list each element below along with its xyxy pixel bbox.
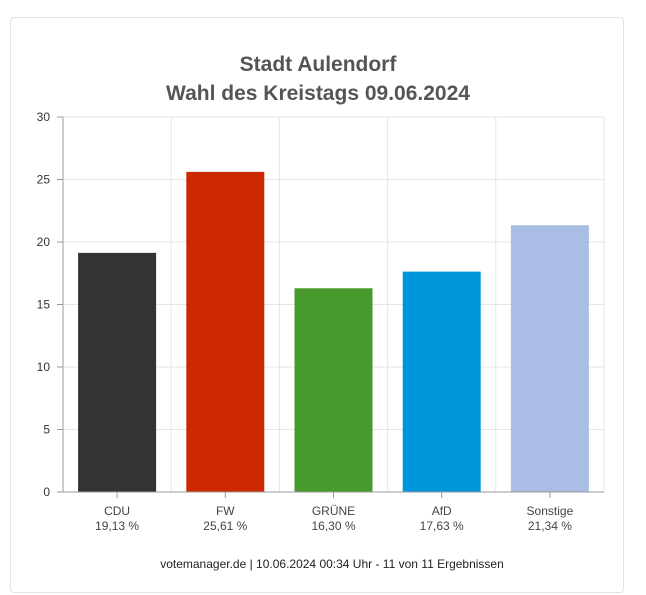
x-category-label: GRÜNE — [312, 504, 355, 518]
chart-footer: votemanager.de | 10.06.2024 00:34 Uhr - … — [160, 557, 504, 571]
chart-title: Stadt Aulendorf — [240, 53, 398, 76]
x-value-label: 17,63 % — [420, 519, 464, 533]
x-value-label: 16,30 % — [311, 519, 355, 533]
y-tick-label: 0 — [43, 485, 50, 499]
x-category-label: CDU — [104, 504, 130, 518]
y-tick-label: 30 — [37, 110, 51, 124]
y-axis: 0 5 10 15 20 25 30 — [37, 110, 64, 499]
bars — [78, 171, 589, 492]
bar-fw[interactable] — [186, 171, 265, 492]
y-tick-label: 10 — [37, 360, 51, 374]
chart-subtitle: Wahl des Kreistags 09.06.2024 — [166, 82, 470, 105]
bar-sonstige[interactable] — [510, 225, 589, 492]
x-value-label: 21,34 % — [528, 519, 572, 533]
y-tick-label: 5 — [43, 423, 50, 437]
y-tick-label: 15 — [37, 298, 51, 312]
x-category-label: FW — [216, 504, 235, 518]
x-value-label: 19,13 % — [95, 519, 139, 533]
x-category-label: Sonstige — [527, 504, 574, 518]
y-tick-label: 25 — [37, 173, 51, 187]
x-value-label: 25,61 % — [203, 519, 247, 533]
bar-afd[interactable] — [402, 271, 481, 492]
x-category-label: AfD — [432, 504, 452, 518]
bar-gr-ne[interactable] — [294, 288, 373, 492]
y-tick-label: 20 — [37, 235, 51, 249]
bar-cdu[interactable] — [78, 252, 157, 492]
